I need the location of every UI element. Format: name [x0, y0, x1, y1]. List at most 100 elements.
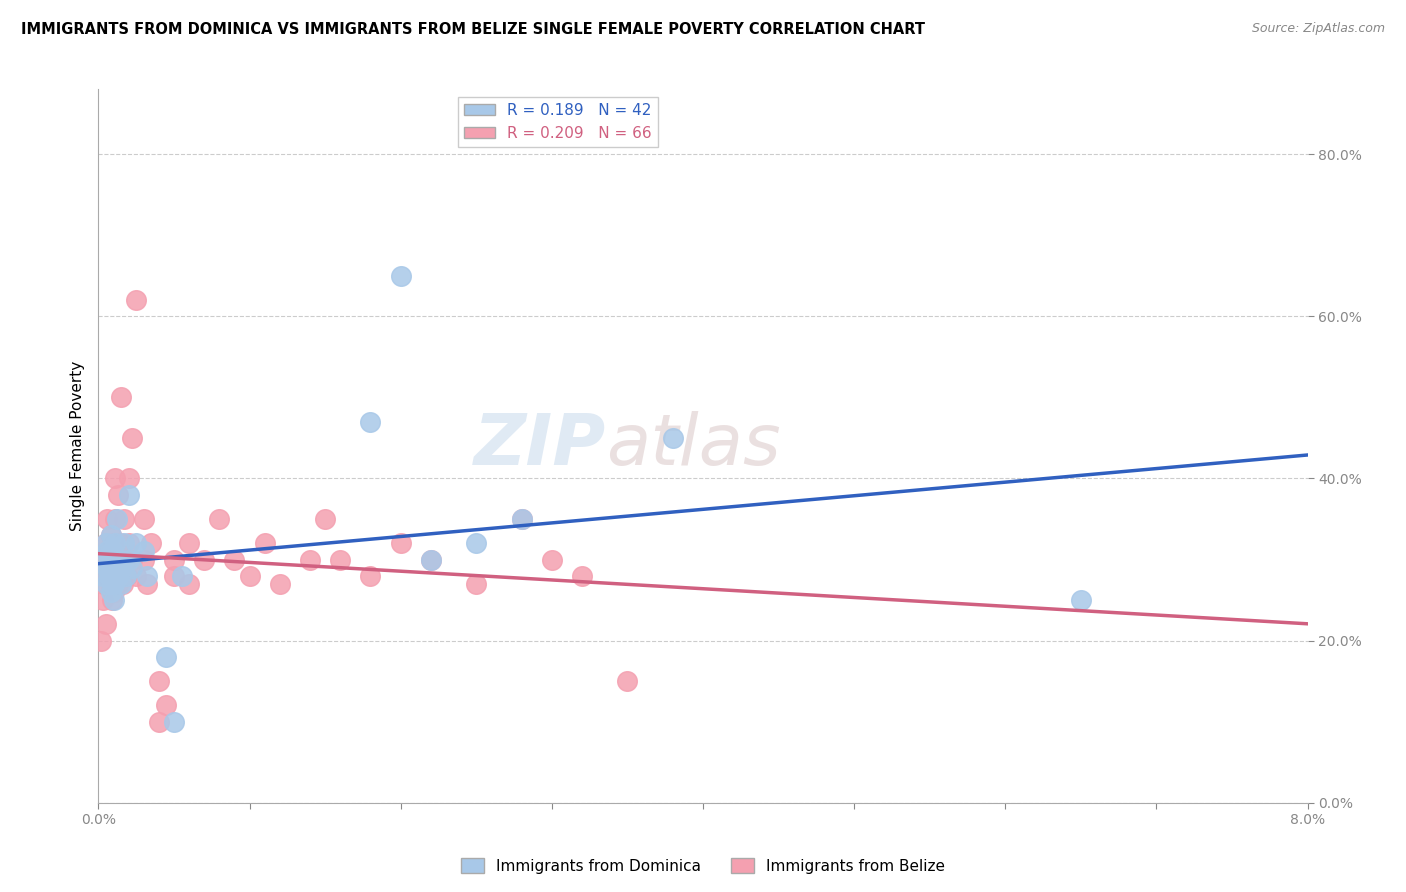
- Point: [101, 593, 124, 607]
- Point: [108, 536, 131, 550]
- Point: [103, 585, 125, 599]
- Point: [96, 560, 118, 574]
- Point: [93, 577, 115, 591]
- Point: [163, 714, 186, 729]
- Point: [100, 528, 122, 542]
- Point: [112, 536, 135, 550]
- Point: [163, 552, 186, 566]
- Point: [299, 552, 322, 566]
- Point: [101, 577, 124, 591]
- Point: [148, 714, 170, 729]
- Point: [329, 552, 352, 566]
- Point: [103, 552, 125, 566]
- Point: [103, 568, 125, 582]
- Point: [314, 512, 336, 526]
- Point: [100, 560, 122, 574]
- Point: [110, 577, 132, 591]
- Point: [91, 568, 114, 582]
- Point: [118, 552, 141, 566]
- Point: [155, 649, 177, 664]
- Point: [103, 593, 125, 607]
- Point: [101, 544, 124, 558]
- Point: [135, 577, 157, 591]
- Point: [510, 512, 533, 526]
- Point: [179, 536, 201, 550]
- Point: [98, 568, 121, 582]
- Text: IMMIGRANTS FROM DOMINICA VS IMMIGRANTS FROM BELIZE SINGLE FEMALE POVERTY CORRELA: IMMIGRANTS FROM DOMINICA VS IMMIGRANTS F…: [21, 22, 925, 37]
- Point: [389, 268, 412, 283]
- Point: [96, 512, 118, 526]
- Point: [101, 560, 124, 574]
- Point: [111, 577, 134, 591]
- Point: [104, 471, 127, 485]
- Point: [540, 552, 562, 566]
- Point: [96, 552, 118, 566]
- Point: [420, 552, 443, 566]
- Point: [105, 568, 128, 582]
- Point: [135, 568, 157, 582]
- Point: [1070, 593, 1092, 607]
- Point: [103, 552, 125, 566]
- Point: [114, 552, 136, 566]
- Point: [105, 552, 128, 566]
- Point: [360, 568, 382, 582]
- Legend: Immigrants from Dominica, Immigrants from Belize: Immigrants from Dominica, Immigrants fro…: [454, 852, 952, 880]
- Point: [105, 512, 128, 526]
- Point: [125, 293, 148, 307]
- Point: [118, 488, 141, 502]
- Point: [98, 552, 121, 566]
- Point: [103, 568, 125, 582]
- Point: [107, 488, 129, 502]
- Point: [118, 536, 141, 550]
- Point: [253, 536, 276, 550]
- Point: [125, 568, 148, 582]
- Point: [510, 512, 533, 526]
- Point: [420, 552, 443, 566]
- Point: [91, 593, 114, 607]
- Point: [94, 568, 117, 582]
- Point: [141, 536, 163, 550]
- Point: [179, 577, 201, 591]
- Point: [125, 536, 148, 550]
- Point: [224, 552, 246, 566]
- Point: [90, 633, 112, 648]
- Point: [94, 617, 117, 632]
- Point: [94, 536, 117, 550]
- Point: [98, 568, 121, 582]
- Point: [107, 577, 129, 591]
- Point: [110, 560, 132, 574]
- Text: atlas: atlas: [606, 411, 780, 481]
- Point: [208, 512, 231, 526]
- Point: [465, 577, 488, 591]
- Point: [94, 577, 117, 591]
- Point: [155, 698, 177, 713]
- Point: [93, 552, 115, 566]
- Point: [96, 544, 118, 558]
- Point: [132, 552, 155, 566]
- Point: [100, 585, 122, 599]
- Point: [105, 560, 128, 574]
- Point: [661, 431, 683, 445]
- Point: [114, 568, 136, 582]
- Text: ZIP: ZIP: [474, 411, 606, 481]
- Point: [118, 471, 141, 485]
- Point: [104, 536, 127, 550]
- Y-axis label: Single Female Poverty: Single Female Poverty: [69, 361, 84, 531]
- Point: [163, 568, 186, 582]
- Point: [108, 552, 131, 566]
- Point: [465, 536, 488, 550]
- Point: [269, 577, 291, 591]
- Point: [107, 568, 129, 582]
- Point: [103, 536, 125, 550]
- Point: [100, 577, 122, 591]
- Point: [100, 528, 122, 542]
- Point: [121, 431, 143, 445]
- Point: [148, 674, 170, 689]
- Point: [121, 560, 143, 574]
- Point: [571, 568, 593, 582]
- Point: [193, 552, 215, 566]
- Point: [239, 568, 262, 582]
- Point: [110, 560, 132, 574]
- Point: [94, 536, 117, 550]
- Point: [98, 544, 121, 558]
